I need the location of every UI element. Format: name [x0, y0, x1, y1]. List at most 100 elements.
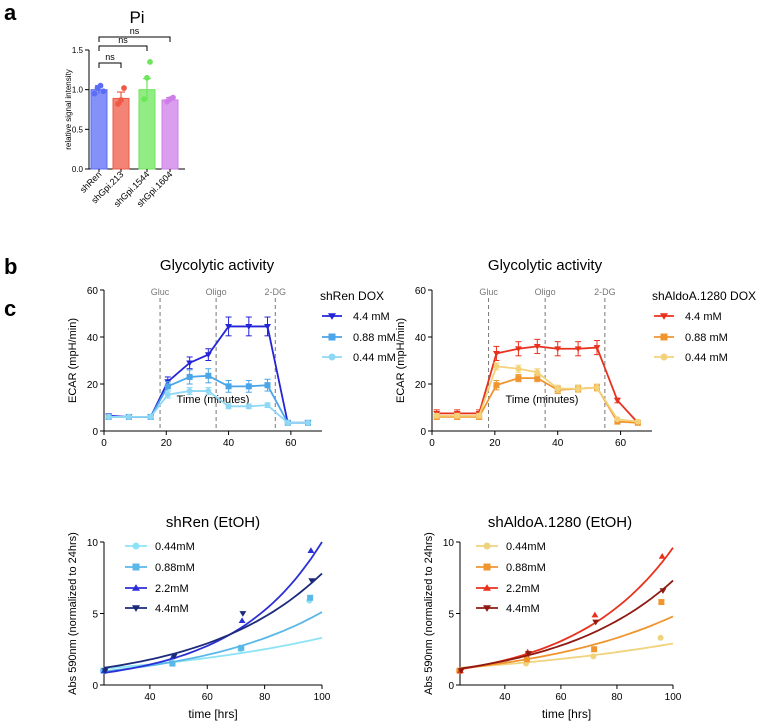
ecar-shaldoa-injection-label: 2-DG — [594, 287, 616, 297]
growth-shren-title: shRen (EtOH) — [166, 514, 260, 531]
ecar-shaldoa-x-tick-label: 20 — [489, 438, 501, 449]
growth-shren-data-point — [307, 547, 315, 553]
pi-title: Pi — [129, 8, 144, 27]
ecar-shaldoa-data-point — [613, 398, 621, 404]
ecar-shaldoa-chart: Glycolytic activity 0 20 40 60 0 20 40 60 Time (m… — [395, 257, 756, 449]
growth-shren-x-axis-label: time [hrs] — [188, 707, 237, 721]
growth-shren-legend-marker — [132, 542, 140, 550]
growth-shren-y-tick-label: 10 — [87, 538, 99, 549]
ecar-shren-data-point — [284, 419, 291, 426]
pi-bar — [112, 97, 130, 170]
pi-y-tick-label: 0.5 — [72, 125, 84, 134]
ecar-shren-data-point — [147, 413, 154, 420]
ecar-shaldoa-legend-marker — [660, 353, 668, 361]
ecar-shren-data-point — [304, 419, 311, 426]
ecar-shren-data-point — [264, 402, 271, 409]
ecar-shren-y-tick-label: 0 — [92, 427, 98, 438]
pi-data-point — [170, 94, 176, 101]
growth-shren-chart: shRen (EtOH) 0 5 10 40 60 80 100 time [hrs] Abs 5… — [67, 514, 331, 721]
ecar-shren-legend-label: 0.44 mM — [353, 352, 396, 364]
growth-shren-data-point — [169, 660, 176, 667]
ecar-shaldoa-data-point — [614, 416, 621, 423]
pi-bar — [161, 99, 179, 170]
ecar-shren-title: Glycolytic activity — [160, 257, 275, 274]
ecar-shren-y-tick-label: 20 — [87, 380, 99, 391]
growth-shren-fit-curve — [103, 541, 323, 674]
pi-data-point — [115, 101, 121, 107]
ecar-shaldoa-data-point — [454, 412, 461, 419]
ecar-shren-data-point — [125, 413, 132, 420]
growth-shaldoa-data-point — [591, 646, 598, 653]
growth-shaldoa-data-point — [523, 656, 530, 663]
ecar-shaldoa-data-point — [515, 365, 522, 372]
growth-shaldoa-legend-marker — [483, 542, 491, 550]
ecar-shren-data-point — [205, 388, 212, 395]
growth-shren-data-point — [307, 594, 314, 601]
ecar-shren-legend-marker — [327, 313, 337, 320]
growth-shren-legend-label: 2.2mM — [155, 583, 189, 595]
pi-y-axis-label: relative signal intensity — [64, 69, 73, 149]
pi-y-tick-label: 1.0 — [72, 86, 84, 95]
ecar-shaldoa-data-point — [492, 351, 500, 357]
ecar-shaldoa-injection-label: Oligo — [535, 287, 556, 297]
growth-shaldoa-legend-label: 4.4mM — [506, 603, 540, 615]
ecar-shren-injection-label: Oligo — [206, 287, 227, 297]
pi-data-point — [144, 74, 150, 81]
ecar-shaldoa-title: Glycolytic activity — [488, 257, 603, 274]
growth-shaldoa-data-point — [525, 651, 532, 657]
ecar-shaldoa-data-point — [594, 384, 600, 391]
growth-shaldoa-x-axis-label: time [hrs] — [542, 707, 591, 721]
growth-shren-data-point — [238, 617, 246, 624]
ecar-shren-data-point — [264, 324, 271, 330]
growth-shaldoa-x-tick-label: 40 — [499, 692, 511, 703]
growth-shaldoa-data-point — [590, 653, 597, 660]
pi-significance-bracket — [98, 62, 122, 68]
growth-shaldoa-legend-marker — [482, 605, 492, 612]
ecar-shaldoa-data-point — [575, 385, 582, 392]
pi-data-point — [100, 88, 107, 95]
growth-shaldoa-data-point — [659, 588, 667, 594]
ecar-shren-data-point — [245, 383, 252, 390]
growth-shaldoa-x-tick-label: 100 — [665, 692, 682, 703]
ecar-shren-data-point — [164, 391, 171, 398]
growth-shaldoa-legend-label: 0.44mM — [506, 541, 546, 553]
ecar-shren-chart: Glycolytic activity 0 20 40 60 0 20 40 60 Time (m… — [67, 257, 396, 449]
ecar-shaldoa-legend-label: 0.88 mM — [685, 332, 728, 344]
pi-bar — [138, 89, 156, 170]
ecar-shaldoa-data-point — [433, 412, 440, 419]
growth-shren-data-point — [239, 611, 247, 617]
ecar-shren-x-tick-label: 0 — [101, 438, 107, 449]
ecar-shaldoa-y-tick-label: 20 — [415, 380, 427, 391]
growth-shren-y-axis-label: Abs 590nm (normalized to 24hrs) — [67, 532, 79, 695]
ecar-shaldoa-data-point — [593, 345, 601, 351]
ecar-shren-x-axis-label: Time (minutes) — [177, 394, 250, 406]
growth-shren-legend-marker — [131, 584, 141, 591]
growth-shaldoa-fit-curve — [459, 615, 674, 670]
ecar-shren-x-tick-label: 40 — [223, 438, 235, 449]
growth-shaldoa-x-tick-label: 60 — [555, 692, 567, 703]
ecar-shaldoa-x-tick-label: 40 — [552, 438, 564, 449]
pi-significance-label: ns — [105, 52, 115, 62]
growth-shaldoa-y-axis-label: Abs 590nm (normalized to 24hrs) — [423, 532, 435, 695]
ecar-shaldoa-y-axis-label: ECAR (mpH/min) — [395, 318, 407, 403]
growth-shaldoa-chart: shAldoA.1280 (EtOH) 0 5 10 40 60 80 100 time [hr… — [423, 514, 682, 721]
pi-data-point — [141, 96, 147, 103]
ecar-shren-injection-label: 2-DG — [265, 287, 287, 297]
ecar-shaldoa-data-point — [533, 344, 541, 350]
ecar-shren-data-point — [205, 372, 212, 379]
ecar-shren-y-tick-label: 60 — [87, 286, 99, 297]
pi-significance-bracket — [98, 36, 171, 42]
ecar-shaldoa-legend-marker — [659, 313, 669, 320]
ecar-shaldoa-x-tick-label: 60 — [615, 438, 627, 449]
pi-y-tick-label: 1.5 — [72, 46, 84, 55]
ecar-shren-data-point — [245, 403, 252, 410]
ecar-shren-legend-marker — [328, 353, 336, 361]
pi-significance-label: ns — [130, 26, 140, 36]
pi-data-point — [118, 97, 124, 103]
growth-shaldoa-data-point — [591, 611, 599, 618]
pi-data-point — [97, 82, 104, 89]
panel-label-c: c — [4, 296, 16, 321]
ecar-shren-injection-label: Gluc — [151, 287, 170, 297]
ecar-shaldoa-x-tick-label: 0 — [429, 438, 435, 449]
